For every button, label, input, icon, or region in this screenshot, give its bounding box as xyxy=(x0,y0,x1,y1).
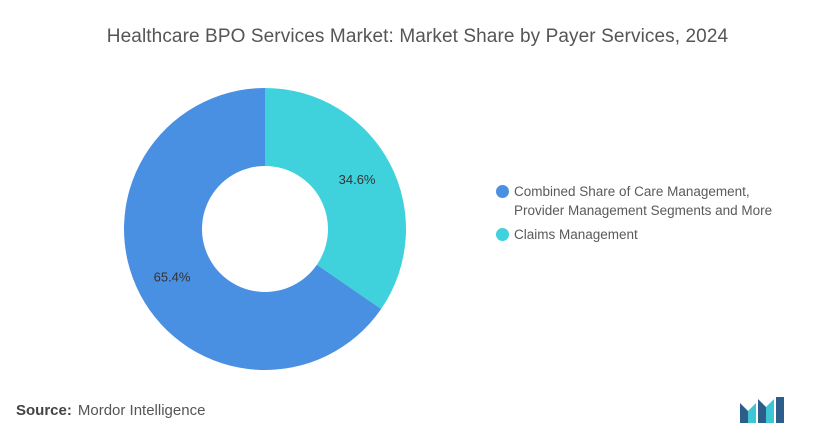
legend-item-claims-management: Claims Management xyxy=(496,225,826,244)
source-label: Source: xyxy=(16,402,72,419)
legend-label-combined-share: Combined Share of Care Management, Provi… xyxy=(514,182,772,220)
donut-slice-claims-management xyxy=(265,88,406,309)
legend-label-line-1: Combined Share of Care Management, xyxy=(514,184,750,199)
source-note: Source: Mordor Intelligence xyxy=(16,402,205,419)
legend-label-claims-management: Claims Management xyxy=(514,227,638,242)
mordor-intelligence-logo-icon xyxy=(740,397,784,423)
legend-swatch-claims-management xyxy=(496,228,509,241)
chart-legend: Combined Share of Care Management, Provi… xyxy=(496,182,826,249)
donut-slice-combined-share xyxy=(123,88,382,370)
donut-data-label-claims-management: 34.6% xyxy=(339,172,376,187)
donut-data-label-combined-share: 65.4% xyxy=(154,269,191,284)
chart-title: Healthcare BPO Services Market: Market S… xyxy=(106,26,729,47)
donut-chart: 34.6% 65.4% xyxy=(123,88,406,370)
legend-item-combined-share: Combined Share of Care Management, Provi… xyxy=(496,182,826,220)
legend-swatch-combined-share xyxy=(496,185,509,198)
source-text: Mordor Intelligence xyxy=(77,402,206,419)
legend-label-line-2: Provider Management Segments and More xyxy=(514,203,773,218)
